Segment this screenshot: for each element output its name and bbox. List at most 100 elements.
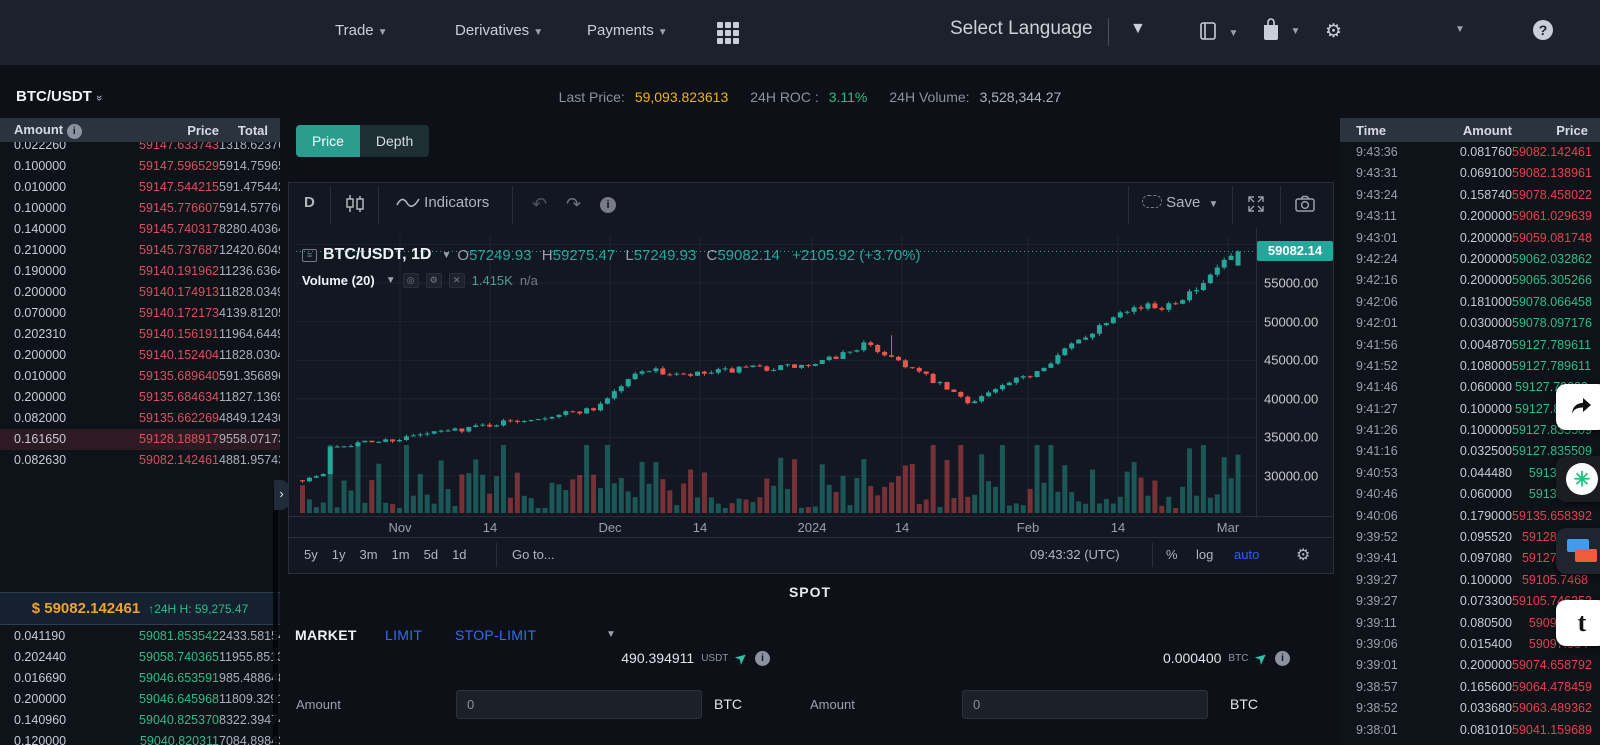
sell-amount-input[interactable] (962, 690, 1208, 719)
trade-row[interactable]: 9:40:06 0.179000 59135.658392 (1356, 508, 1592, 523)
ask-row[interactable]: 0.010000 59135.689640 591.356896 (14, 369, 280, 383)
panel-collapse-handle[interactable]: › (274, 480, 289, 510)
chart-clock[interactable]: 09:43:32 (UTC) (1030, 547, 1120, 562)
trade-row[interactable]: 9:38:57 0.165600 59064.478459 (1356, 679, 1592, 694)
candlestick-chart[interactable] (296, 235, 1256, 517)
trade-row[interactable]: 9:38:52 0.033680 59063.489362 (1356, 701, 1592, 716)
range-button[interactable]: 1m (391, 547, 410, 562)
range-button[interactable]: 1d (452, 547, 467, 562)
nav-derivatives[interactable]: Derivatives ▼ (455, 22, 544, 39)
tab-stop-limit[interactable]: STOP-LIMIT (455, 627, 537, 643)
trade-row[interactable]: 9:42:16 0.200000 59065.305266 (1356, 273, 1592, 288)
eye-icon[interactable]: ◎ (402, 273, 419, 288)
range-button[interactable]: 5y (304, 547, 318, 562)
undo-icon[interactable]: ↶ (532, 194, 548, 214)
buy-amount-input[interactable] (456, 690, 702, 719)
chart-info-icon[interactable]: i (600, 197, 616, 213)
dropdown-caret-icon[interactable]: ▼ (1455, 24, 1465, 35)
translator-icon[interactable] (1556, 528, 1600, 574)
info-icon[interactable]: i (66, 123, 82, 139)
view-tab[interactable]: Depth (359, 125, 430, 157)
tumblr-icon[interactable]: t (1556, 600, 1600, 646)
fullscreen-icon[interactable] (1246, 194, 1266, 218)
percent-scale-button[interactable]: % (1166, 547, 1178, 562)
trade-row[interactable]: 9:43:01 0.200000 59059.081748 (1356, 230, 1592, 245)
range-button[interactable]: 1y (331, 547, 346, 562)
trade-row[interactable]: 9:39:01 0.200000 59074.658792 (1356, 658, 1592, 673)
trade-row[interactable]: 9:39:27 0.100000 59105.7468 (1356, 572, 1588, 587)
current-price-bar[interactable]: $ 59082.142461 ↑24H H: 59,275.47 (0, 592, 280, 625)
wallet-bag-icon[interactable]: ▼ (1260, 17, 1300, 47)
trade-row[interactable]: 9:38:01 0.081010 59041.159689 (1356, 722, 1592, 737)
goto-button[interactable]: Go to... (512, 547, 555, 562)
settings-icon[interactable]: ⚙ (425, 273, 442, 288)
trade-row[interactable]: 9:41:52 0.108000 59127.789611 (1356, 358, 1592, 373)
chart-symbol[interactable]: BTC/USDT, 1D (323, 246, 432, 263)
share-icon[interactable] (1556, 384, 1600, 430)
chatgpt-icon[interactable]: ✳ (1556, 456, 1600, 502)
help-icon[interactable]: ? (1533, 20, 1553, 40)
nav-payments[interactable]: Payments ▼ (587, 22, 668, 39)
log-scale-button[interactable]: log (1196, 547, 1214, 562)
apps-grid-icon[interactable] (717, 22, 739, 44)
language-selector[interactable]: Select Language (950, 18, 1093, 39)
symbol-menu-icon[interactable]: ≡ (302, 248, 317, 262)
range-button[interactable]: 5d (423, 547, 439, 562)
info-icon[interactable]: i (1275, 650, 1290, 666)
axis-settings-gear-icon[interactable]: ⚙ (1296, 547, 1311, 564)
tab-market[interactable]: MARKET (295, 627, 357, 643)
orders-book-icon[interactable]: ▼ (1198, 20, 1238, 47)
trade-row[interactable]: 9:42:06 0.181000 59078.066458 (1356, 294, 1592, 309)
language-flag-dropdown-icon[interactable]: ▼ (1130, 20, 1146, 37)
trade-row[interactable]: 9:42:24 0.200000 59062.032862 (1356, 251, 1592, 266)
transfer-icon[interactable]: ➤ (731, 647, 753, 669)
tab-limit[interactable]: LIMIT (385, 627, 423, 643)
trade-row[interactable]: 9:43:11 0.200000 59061.029639 (1356, 209, 1592, 224)
trade-row[interactable]: 9:42:01 0.030000 59078.097176 (1356, 316, 1592, 331)
bid-row[interactable]: 0.016690 59046.653591 985.488648 (14, 671, 280, 685)
trade-row[interactable]: 9:41:16 0.032500 59127.835509 (1356, 444, 1592, 459)
indicators-button[interactable]: Indicators (396, 194, 489, 211)
redo-icon[interactable]: ↷ (566, 194, 582, 214)
range-button[interactable]: 3m (359, 547, 378, 562)
pair-selector[interactable]: BTC/USDT » (16, 88, 106, 105)
info-icon[interactable]: i (755, 650, 770, 666)
camera-icon[interactable] (1294, 194, 1316, 218)
trade-row[interactable]: 9:43:31 0.069100 59082.138961 (1356, 166, 1592, 181)
settings-gear-icon[interactable]: ⚙ (1325, 21, 1343, 42)
trade-row[interactable]: 9:43:36 0.081760 59082.142461 (1356, 145, 1592, 159)
candlestick-style-icon[interactable] (344, 194, 366, 219)
trade-row[interactable]: 9:41:56 0.004870 59127.789611 (1356, 337, 1592, 352)
trade-row[interactable]: 9:43:24 0.158740 59078.458022 (1356, 187, 1592, 202)
order-type-caret-icon[interactable]: ▼ (606, 629, 616, 640)
interval-button[interactable]: D (304, 194, 315, 211)
remove-icon[interactable]: ✕ (448, 273, 465, 288)
save-layout-button[interactable]: Save ▼ (1142, 194, 1218, 211)
view-tab[interactable]: Price (296, 125, 360, 157)
transfer-icon[interactable]: ➤ (1251, 647, 1273, 669)
nav-trade[interactable]: Trade ▼ (335, 22, 388, 39)
volume-legend: Volume (20) ▼ ◎ ⚙ ✕ 1.415K n/a (302, 273, 538, 288)
ask-row[interactable]: 0.010000 59147.544215 591.475442 (14, 180, 280, 194)
orderbook-scrollbar[interactable] (273, 488, 278, 745)
auto-scale-button[interactable]: auto (1234, 547, 1260, 562)
